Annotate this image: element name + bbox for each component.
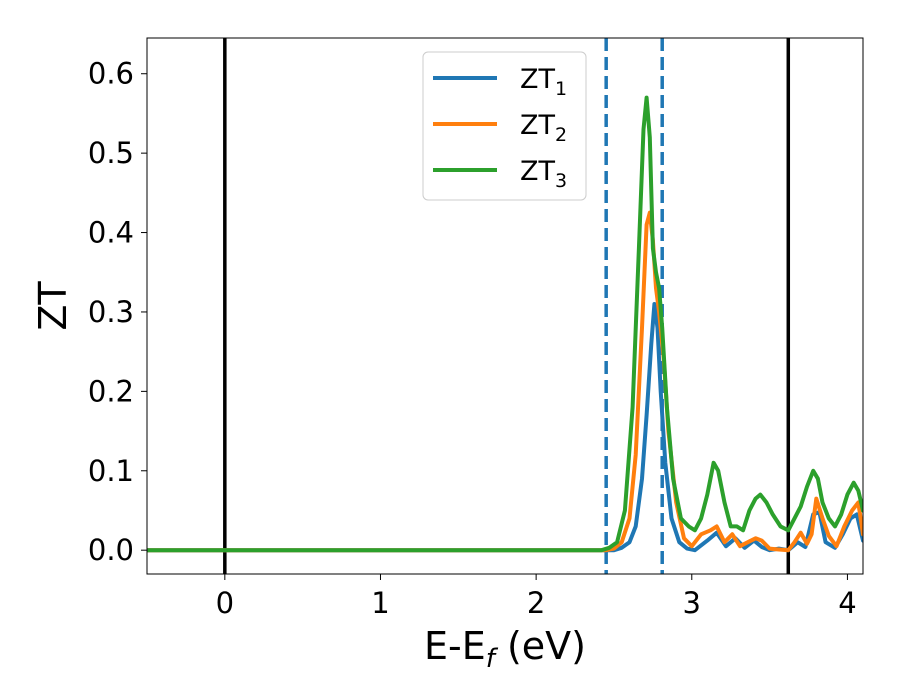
legend-label-zt2: ZT2	[520, 110, 567, 146]
plot-frame	[146, 37, 864, 575]
legend: ZT1 ZT2 ZT3	[422, 51, 587, 201]
legend-label-zt2-main: ZT	[520, 110, 555, 141]
x-axis-label-main: E-E	[424, 624, 486, 668]
legend-label-zt3-main: ZT	[520, 156, 555, 187]
series-line-zt3	[147, 95, 863, 553]
y-tick-label: 0.4	[88, 216, 134, 250]
legend-label-zt2-sub: 2	[555, 124, 567, 146]
y-tick-label: 0.2	[88, 374, 134, 408]
legend-box	[422, 51, 587, 201]
x-tick-label: 1	[371, 586, 389, 620]
y-tick-label: 0.5	[88, 136, 134, 170]
y-tick-label: 0.3	[88, 295, 134, 329]
y-tick-label: 0.1	[88, 454, 134, 488]
legend-label-zt1-main: ZT	[520, 64, 555, 95]
y-axis-ticks: 0.0 0.1 0.2 0.3 0.4 0.5 0.6	[88, 57, 147, 567]
x-axis-label: E-Ef (eV)	[424, 624, 586, 674]
x-axis-ticks: 0 1 2 3 4	[216, 574, 857, 620]
x-tick-label: 2	[527, 586, 545, 620]
y-tick-label: 0.6	[88, 57, 134, 91]
legend-label-zt1-sub: 1	[555, 78, 567, 100]
x-tick-label: 3	[683, 586, 701, 620]
series-line-zt2	[147, 210, 863, 553]
x-axis-label-unit: (eV)	[495, 624, 586, 668]
legend-label-zt3-sub: 3	[555, 170, 567, 192]
x-tick-label: 0	[216, 586, 234, 620]
y-axis-label: ZT	[31, 281, 75, 331]
y-tick-label: 0.0	[88, 533, 134, 567]
legend-label-zt3: ZT3	[520, 156, 567, 192]
x-tick-label: 4	[838, 586, 856, 620]
series-lines	[147, 95, 863, 553]
legend-label-zt1: ZT1	[520, 64, 567, 100]
